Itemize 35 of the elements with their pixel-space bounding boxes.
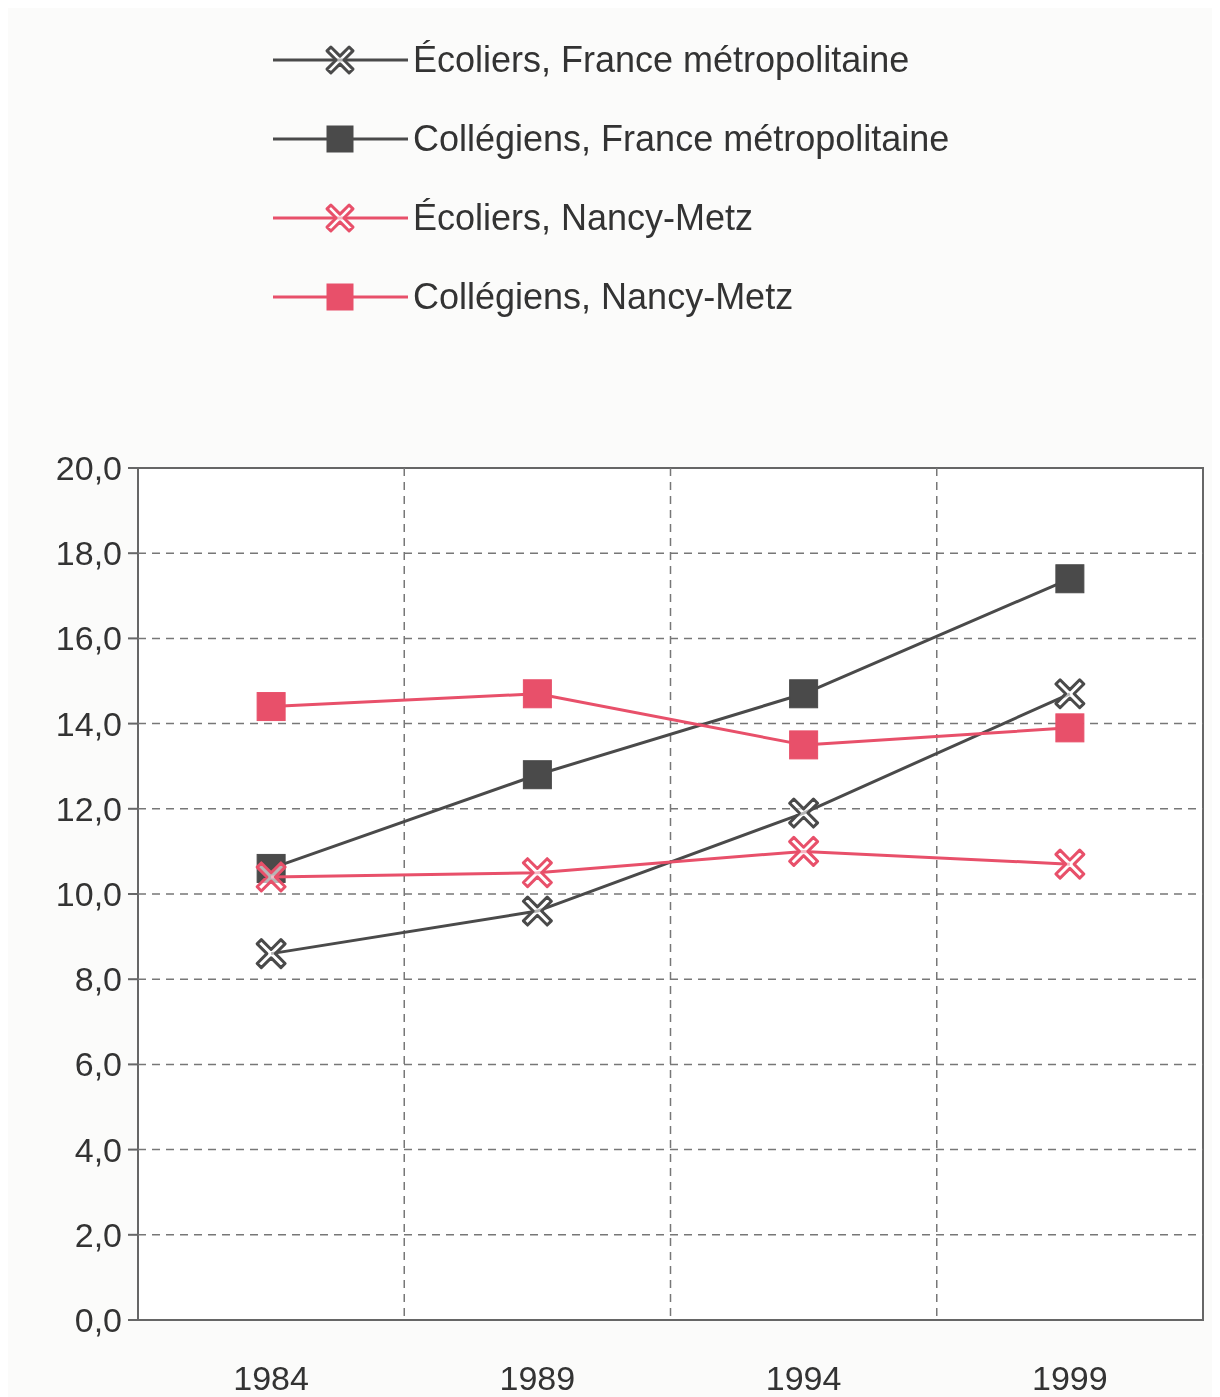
point (255, 861, 287, 893)
point (789, 730, 819, 760)
y-tick-label: 14,0 (55, 704, 122, 743)
point (256, 692, 286, 722)
y-tick-label: 2,0 (74, 1215, 122, 1254)
legend-label: Collégiens, France métropolitaine (413, 118, 950, 159)
y-tick-label: 10,0 (55, 874, 122, 913)
y-tick-label: 8,0 (74, 960, 122, 999)
point (256, 853, 286, 883)
legend-label: Collégiens, Nancy-Metz (413, 276, 794, 317)
point (521, 895, 553, 927)
y-tick-label: 4,0 (74, 1130, 122, 1169)
y-tick-label: 20,0 (55, 448, 122, 487)
y-tick-label: 6,0 (74, 1045, 122, 1084)
point (789, 679, 819, 709)
point (255, 938, 287, 970)
point (1054, 848, 1086, 880)
y-tick-label: 12,0 (55, 789, 122, 828)
point (788, 835, 820, 867)
y-tick-label: 0,0 (74, 1300, 122, 1339)
y-tick-label: 18,0 (55, 534, 122, 573)
legend-label: Écoliers, France métropolitaine (413, 39, 910, 80)
point (522, 760, 552, 790)
legend-label: Écoliers, Nancy-Metz (413, 197, 754, 238)
x-tick-label: 1984 (233, 1359, 309, 1397)
point (1054, 678, 1086, 710)
point (1055, 713, 1085, 743)
y-tick-label: 16,0 (55, 619, 122, 658)
point (522, 679, 552, 709)
point (1055, 564, 1085, 594)
point (788, 797, 820, 829)
point (521, 857, 553, 889)
x-tick-label: 1999 (1032, 1359, 1108, 1397)
x-tick-label: 1989 (499, 1359, 576, 1397)
x-tick-label: 1994 (765, 1359, 842, 1397)
